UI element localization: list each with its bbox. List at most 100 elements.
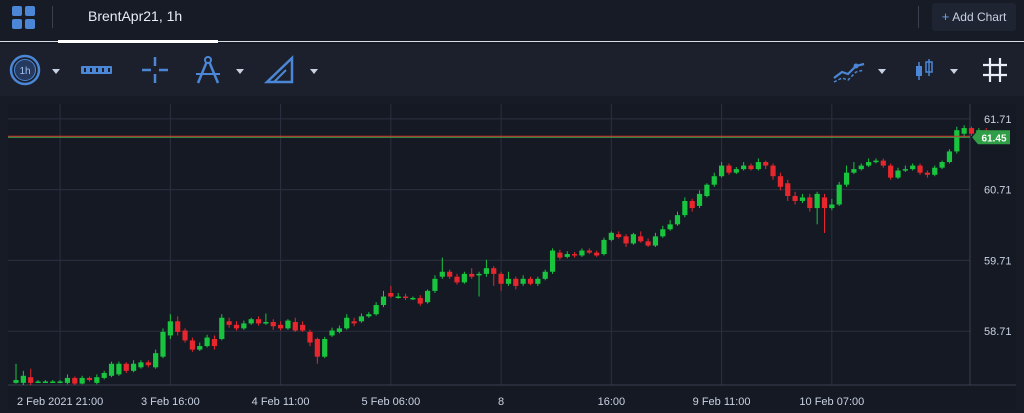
candle-body — [961, 128, 967, 134]
apps-grid-icon[interactable] — [12, 6, 36, 30]
candle-body — [64, 377, 71, 383]
candle-body — [461, 273, 467, 283]
shape-tool-button[interactable] — [264, 54, 324, 86]
candle-body — [395, 296, 401, 299]
candle-body — [564, 254, 570, 257]
y-tick-label: 61.71 — [984, 114, 1012, 126]
chevron-down-icon — [236, 69, 244, 74]
candle-body — [160, 331, 166, 357]
candle-body — [417, 297, 423, 304]
candle-body — [278, 324, 284, 329]
candle-body — [123, 363, 129, 371]
add-chart-button[interactable]: + Add Chart — [932, 3, 1016, 31]
candle-body — [50, 381, 56, 383]
candle-body — [13, 380, 19, 383]
candle-body — [432, 278, 438, 291]
top-bar: BrentApr21, 1h + Add Chart — [0, 0, 1024, 43]
candle-body — [829, 204, 835, 209]
candle-body — [821, 197, 828, 209]
candle-body — [410, 297, 416, 300]
candle-body — [755, 162, 761, 170]
candle-body — [197, 346, 203, 350]
candle-body — [469, 273, 475, 277]
candle-body — [175, 321, 181, 332]
candle-body — [711, 176, 717, 185]
candle-body — [233, 324, 240, 329]
candle-body — [557, 252, 563, 258]
candle-body — [366, 314, 372, 317]
candle-body — [263, 322, 269, 324]
candle-body — [785, 183, 791, 197]
crosshair-tool-button[interactable] — [140, 54, 170, 86]
candle-body — [498, 273, 504, 284]
x-tick-label: 3 Feb 16:00 — [141, 396, 200, 408]
candle-body — [696, 193, 703, 206]
candle-body — [792, 196, 798, 201]
tab-chart[interactable]: BrentApr21, 1h — [58, 0, 218, 43]
plus-icon: + — [941, 9, 950, 24]
candle-body — [20, 375, 26, 383]
candle-body — [895, 170, 901, 178]
x-tick-label: 4 Feb 11:00 — [252, 396, 310, 408]
candle-body — [248, 319, 254, 324]
candle-body — [542, 271, 548, 279]
candle-body — [608, 232, 614, 240]
grid-toggle-button[interactable] — [980, 54, 1010, 86]
current-price-label: 61.45 — [981, 133, 1006, 144]
candle-body — [873, 160, 879, 163]
candle-body — [601, 239, 607, 255]
candle-body — [814, 193, 820, 209]
candle-body — [483, 268, 489, 274]
chart-type-button[interactable] — [912, 54, 962, 86]
candle-body — [226, 321, 232, 325]
candle-body — [241, 323, 247, 329]
candle-body — [329, 330, 335, 336]
candle-body — [763, 162, 769, 166]
measure-tool-button[interactable] — [80, 54, 114, 86]
candle-body — [358, 316, 365, 322]
timeframe-icon: 1h — [9, 54, 41, 86]
candle-body — [285, 320, 291, 329]
drawing-tool-button[interactable] — [192, 54, 248, 86]
candle-body — [667, 224, 673, 230]
timeframe-button[interactable]: 1h — [8, 54, 64, 86]
candle-body — [351, 321, 357, 324]
candle-body — [79, 377, 85, 384]
candle-body — [748, 165, 754, 170]
candle-body — [932, 167, 938, 175]
triangle-drawing-icon — [264, 55, 294, 84]
candle-body — [858, 165, 864, 170]
candle-body — [86, 377, 93, 381]
candle-body — [270, 322, 276, 327]
price-chart[interactable]: 61.45 58.71 59.71 60.71 61.71 2 Feb 2021 21:0… — [8, 104, 1016, 409]
candle-body — [145, 362, 151, 366]
tab-title: BrentApr21, 1h — [88, 8, 183, 24]
indicators-button[interactable] — [832, 54, 888, 86]
candle-body — [380, 296, 387, 306]
candlestick-chart[interactable]: 61.45 58.71 59.71 60.71 61.71 2 Feb 2021 21:0… — [8, 104, 1016, 409]
candle-body — [630, 234, 636, 244]
candle-body — [307, 331, 313, 343]
candle-body — [373, 305, 379, 315]
candle-body — [189, 340, 195, 350]
candle-body — [954, 130, 960, 152]
candle-body — [946, 151, 953, 163]
candle-body — [880, 160, 886, 166]
candle-body — [505, 278, 512, 284]
candle-body — [388, 292, 394, 297]
divider — [918, 6, 919, 28]
candle-body — [910, 165, 916, 170]
interval-label: 1h — [19, 66, 30, 77]
candle-body — [851, 169, 857, 173]
candle-body — [645, 241, 651, 246]
candle-body — [527, 278, 534, 284]
current-price-badge — [972, 130, 1010, 145]
candle-body — [454, 276, 460, 283]
candle-body — [255, 319, 262, 324]
candle-body — [719, 165, 725, 177]
compass-drawing-icon — [196, 56, 220, 84]
candle-body — [549, 250, 556, 272]
candle-body — [689, 200, 695, 209]
candle-body — [513, 278, 519, 286]
x-tick-label: 9 Feb 11:00 — [693, 396, 751, 408]
